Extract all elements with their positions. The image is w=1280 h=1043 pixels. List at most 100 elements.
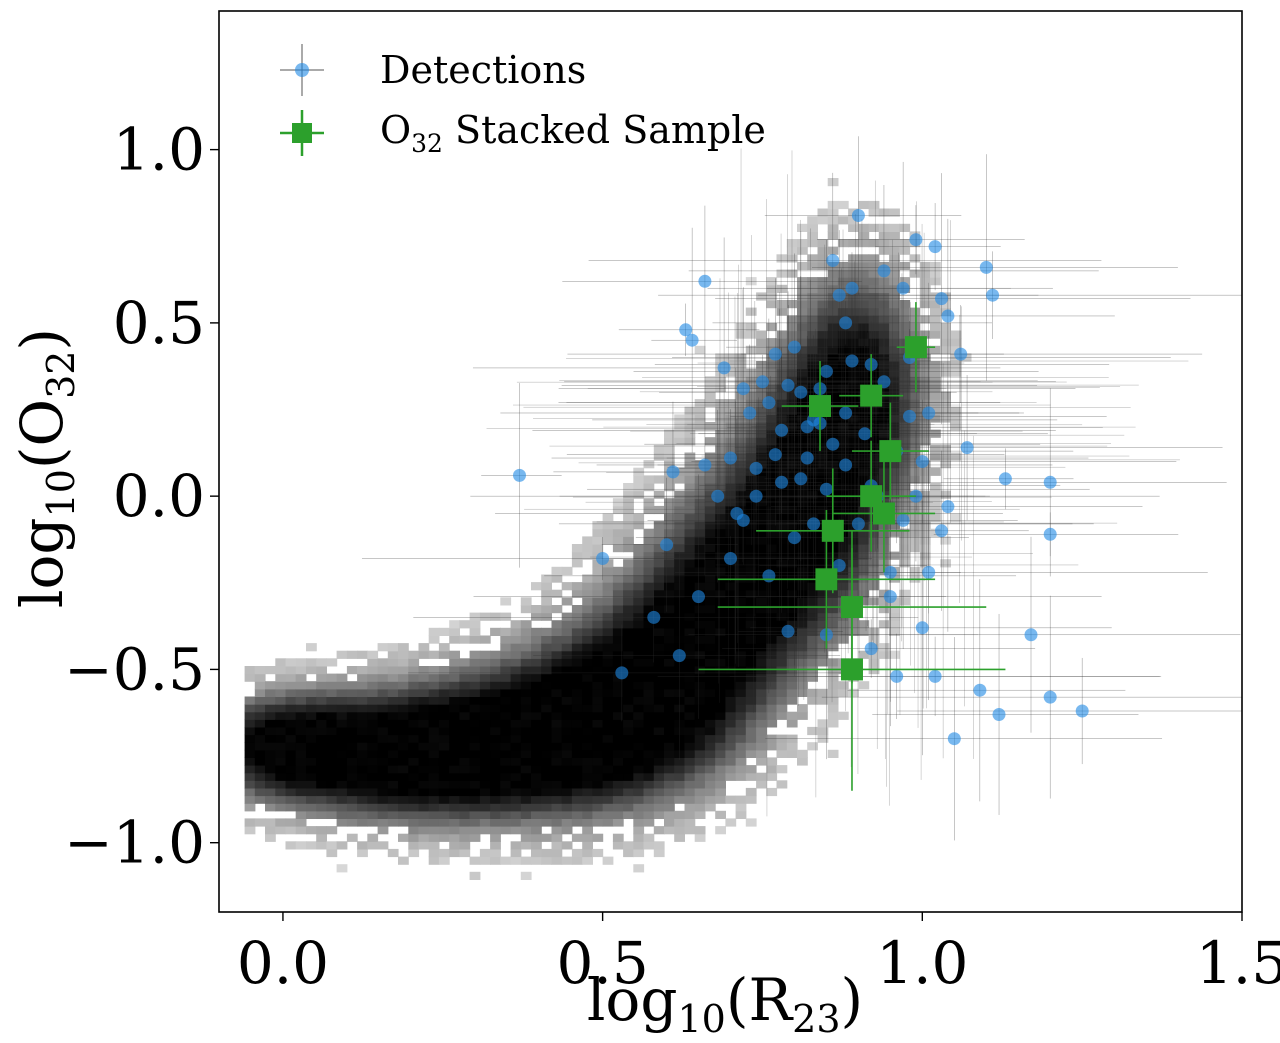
density-bin	[285, 749, 297, 758]
density-bin	[674, 414, 685, 423]
density-bin	[469, 787, 481, 797]
density-bin	[326, 688, 338, 697]
density-bin	[868, 414, 880, 423]
density-bin	[571, 643, 583, 652]
density-bin	[735, 437, 747, 446]
density-bin	[889, 239, 900, 248]
density-bin	[930, 414, 941, 423]
density-bin	[500, 856, 512, 865]
density-bin	[265, 780, 276, 789]
density-bin	[316, 726, 327, 736]
density-bin	[756, 330, 767, 339]
density-bin	[244, 742, 256, 751]
density-bin	[561, 704, 573, 713]
density-bin	[623, 490, 634, 499]
density-bin	[561, 787, 573, 797]
density-bin	[398, 772, 409, 781]
density-bin	[684, 787, 696, 797]
density-bin	[265, 696, 276, 705]
density-bin	[756, 338, 767, 347]
density-bin	[490, 795, 501, 804]
density-bin	[756, 361, 767, 370]
density-bin	[827, 681, 839, 690]
density-bin	[745, 787, 757, 797]
density-bin	[285, 658, 297, 667]
density-bin	[725, 627, 737, 636]
density-bin	[510, 780, 522, 789]
density-bin	[930, 498, 941, 507]
density-bin	[807, 696, 818, 705]
density-bin	[725, 734, 737, 743]
density-bin	[500, 742, 512, 751]
detection-point	[973, 683, 987, 697]
density-bin	[715, 810, 726, 819]
density-bin	[766, 643, 778, 652]
density-bin	[418, 688, 430, 697]
density-bin	[704, 605, 716, 614]
density-bin	[735, 566, 747, 575]
density-bin	[704, 513, 716, 522]
density-bin	[715, 544, 726, 553]
density-bin	[848, 269, 859, 278]
density-bin	[889, 399, 900, 408]
density-bin	[827, 406, 839, 415]
density-bin	[346, 757, 358, 766]
density-bin	[653, 620, 665, 629]
density-bin	[807, 483, 818, 492]
density-bin	[848, 330, 859, 339]
density-bin	[756, 406, 767, 415]
density-bin	[745, 551, 757, 560]
density-bin	[623, 688, 634, 697]
density-bin	[643, 803, 655, 812]
detection-point	[698, 274, 712, 288]
density-bin	[653, 597, 665, 606]
density-bin	[265, 787, 276, 797]
density-bin	[571, 726, 583, 736]
density-bin	[817, 589, 829, 598]
density-bin	[643, 589, 655, 598]
density-bin	[633, 772, 645, 781]
density-bin	[520, 681, 532, 690]
density-bin	[919, 376, 931, 385]
density-bin	[531, 818, 542, 827]
density-bin	[817, 452, 829, 461]
density-bin	[623, 528, 634, 537]
density-bin	[316, 681, 327, 690]
density-bin	[357, 734, 368, 743]
density-bin	[889, 475, 900, 484]
density-bin	[858, 597, 870, 606]
density-bin	[398, 787, 409, 797]
density-bin	[797, 528, 808, 537]
density-bin	[408, 666, 420, 675]
density-bin	[582, 536, 593, 545]
density-bin	[602, 711, 614, 720]
density-bin	[449, 658, 460, 667]
density-bin	[807, 726, 818, 736]
density-bin	[602, 742, 614, 751]
density-bin	[459, 795, 471, 804]
detection-point	[787, 531, 801, 545]
density-bin	[643, 544, 655, 553]
density-bin	[797, 483, 808, 492]
density-bin	[745, 475, 757, 484]
density-bin	[950, 368, 962, 377]
density-bin	[571, 589, 583, 598]
density-bin	[745, 612, 757, 621]
density-bin	[490, 826, 501, 835]
density-bin	[408, 688, 420, 697]
density-bin	[367, 673, 379, 682]
density-bin	[295, 772, 307, 781]
density-bin	[653, 803, 665, 812]
density-bin	[776, 330, 788, 339]
density-bin	[858, 559, 870, 568]
density-bin	[602, 734, 614, 743]
density-bin	[909, 528, 921, 537]
density-bin	[459, 787, 471, 797]
density-bin	[408, 673, 420, 682]
density-bin	[868, 239, 880, 248]
density-bin	[531, 742, 542, 751]
density-bin	[643, 551, 655, 560]
density-bin	[694, 505, 706, 515]
density-bin	[643, 658, 655, 667]
